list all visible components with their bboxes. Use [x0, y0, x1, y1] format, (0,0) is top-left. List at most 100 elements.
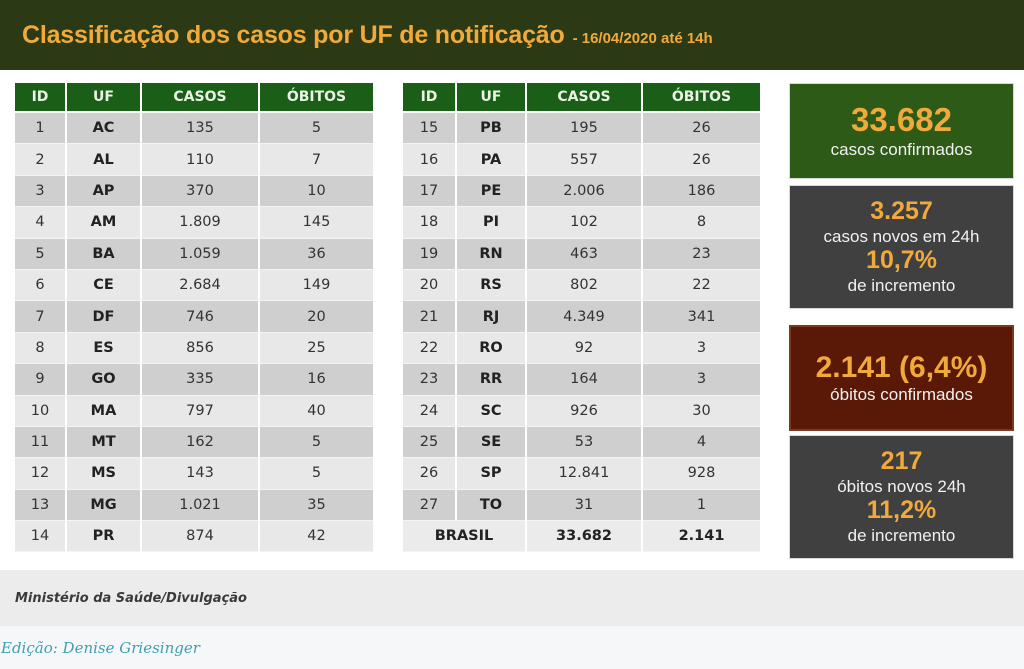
cell-id: 7 — [15, 301, 65, 333]
cell-id: 22 — [403, 332, 455, 365]
cell-casos: 463 — [527, 238, 641, 270]
cell-uf: MG — [67, 489, 140, 522]
report-date: - 16/04/2020 até 14h — [572, 29, 713, 47]
cell-obitos: 40 — [260, 395, 373, 427]
cell-id: 16 — [403, 144, 455, 176]
new-deaths-pct-label: de incremento — [847, 525, 956, 545]
total-row: BRASIL 33.682 2.141 — [403, 521, 760, 553]
cell-casos: 2.684 — [142, 269, 258, 302]
column-header-id: ID — [403, 83, 455, 113]
cell-casos: 92 — [527, 332, 641, 365]
cell-casos: 557 — [527, 144, 641, 176]
cell-obitos: 5 — [260, 458, 373, 490]
new-cases-card: 3.257 casos novos em 24h 10,7% de increm… — [789, 185, 1014, 309]
cell-uf: SP — [457, 458, 525, 490]
cell-id: 3 — [15, 175, 65, 208]
cell-casos: 802 — [527, 269, 641, 302]
cell-obitos: 341 — [643, 301, 760, 333]
cell-uf: AC — [67, 113, 140, 145]
cell-casos: 926 — [527, 395, 641, 427]
states-table-right: ID UF CASOS ÓBITOS 15 PB 195 26 16 PA 557 26 17 P… — [401, 83, 762, 553]
cell-uf: MS — [67, 458, 140, 490]
cell-casos: 12.841 — [527, 458, 641, 490]
states-table-left: ID UF CASOS ÓBITOS 1 AC 135 5 2 AL 110 7 3 AP 370 1… — [13, 83, 375, 553]
cell-id: 21 — [403, 301, 455, 333]
cell-obitos: 5 — [260, 113, 373, 145]
cell-uf: AM — [67, 207, 140, 239]
cell-uf: PB — [457, 113, 525, 145]
confirmed-cases-value: 33.682 — [851, 101, 952, 139]
cell-id: 11 — [15, 426, 65, 459]
cell-id: 8 — [15, 332, 65, 365]
table-row: 22 RO 92 3 — [403, 332, 760, 365]
table-row: 9 GO 335 16 — [15, 364, 373, 396]
column-header-obitos: ÓBITOS — [260, 83, 373, 113]
page-header: Classificação dos casos por UF de notifi… — [0, 0, 1024, 70]
total-obitos: 2.141 — [643, 521, 760, 553]
page-title: Classificação dos casos por UF de notifi… — [22, 20, 565, 49]
new-cases-value: 3.257 — [870, 197, 933, 226]
table-row: 11 MT 162 5 — [15, 426, 373, 459]
cell-casos: 164 — [527, 364, 641, 396]
cell-casos: 162 — [142, 426, 258, 459]
table-row: 24 SC 926 30 — [403, 395, 760, 427]
cell-id: 9 — [15, 364, 65, 396]
cell-uf: RJ — [457, 301, 525, 333]
cell-id: 14 — [15, 521, 65, 553]
cell-casos: 4.349 — [527, 301, 641, 333]
cell-obitos: 4 — [643, 426, 760, 459]
cell-id: 13 — [15, 489, 65, 522]
cell-uf: DF — [67, 301, 140, 333]
confirmed-deaths-card: 2.141 (6,4%) óbitos confirmados — [789, 325, 1014, 431]
cell-obitos: 22 — [643, 269, 760, 302]
column-header-obitos: ÓBITOS — [643, 83, 760, 113]
table-row: 10 MA 797 40 — [15, 395, 373, 427]
cell-casos: 335 — [142, 364, 258, 396]
cell-uf: MA — [67, 395, 140, 427]
table-row: 25 SE 53 4 — [403, 426, 760, 459]
cell-obitos: 25 — [260, 332, 373, 365]
table-row: 5 BA 1.059 36 — [15, 238, 373, 270]
cell-casos: 31 — [527, 489, 641, 522]
table-row: 23 RR 164 3 — [403, 364, 760, 396]
cell-id: 1 — [15, 113, 65, 145]
cell-id: 25 — [403, 426, 455, 459]
column-header-casos: CASOS — [142, 83, 258, 113]
new-deaths-value: 217 — [880, 447, 923, 476]
table-row: 27 TO 31 1 — [403, 489, 760, 522]
new-cases-pct: 10,7% — [866, 246, 937, 274]
table-row: 26 SP 12.841 928 — [403, 458, 760, 490]
cell-uf: MT — [67, 426, 140, 459]
table-row: 8 ES 856 25 — [15, 332, 373, 365]
cell-obitos: 928 — [643, 458, 760, 490]
new-deaths-pct: 11,2% — [866, 496, 937, 524]
cell-id: 26 — [403, 458, 455, 490]
cell-obitos: 3 — [643, 332, 760, 365]
cell-casos: 143 — [142, 458, 258, 490]
cell-id: 19 — [403, 238, 455, 270]
cell-casos: 856 — [142, 332, 258, 365]
cell-obitos: 42 — [260, 521, 373, 553]
cell-id: 4 — [15, 207, 65, 239]
caption-text: Ministério da Saúde/Divulgação — [15, 590, 247, 606]
editor-credit-link[interactable]: Edição: Denise Griesinger — [1, 638, 200, 657]
cell-obitos: 149 — [260, 269, 373, 302]
cell-uf: RR — [457, 364, 525, 396]
cell-obitos: 23 — [643, 238, 760, 270]
new-deaths-card: 217 óbitos novos 24h 11,2% de incremento — [789, 435, 1014, 559]
cell-id: 23 — [403, 364, 455, 396]
cell-uf: ES — [67, 332, 140, 365]
cell-casos: 2.006 — [527, 175, 641, 208]
table-row: 18 PI 102 8 — [403, 207, 760, 239]
cell-casos: 1.021 — [142, 489, 258, 522]
cell-id: 17 — [403, 175, 455, 208]
new-deaths-label: óbitos novos 24h — [837, 476, 966, 496]
cell-uf: PA — [457, 144, 525, 176]
image-caption: Ministério da Saúde/Divulgação — [0, 570, 1024, 626]
cell-uf: TO — [457, 489, 525, 522]
confirmed-deaths-label: óbitos confirmados — [830, 384, 973, 404]
cell-uf: PE — [457, 175, 525, 208]
cell-obitos: 186 — [643, 175, 760, 208]
new-cases-label: casos novos em 24h — [823, 226, 980, 246]
table-row: 19 RN 463 23 — [403, 238, 760, 270]
